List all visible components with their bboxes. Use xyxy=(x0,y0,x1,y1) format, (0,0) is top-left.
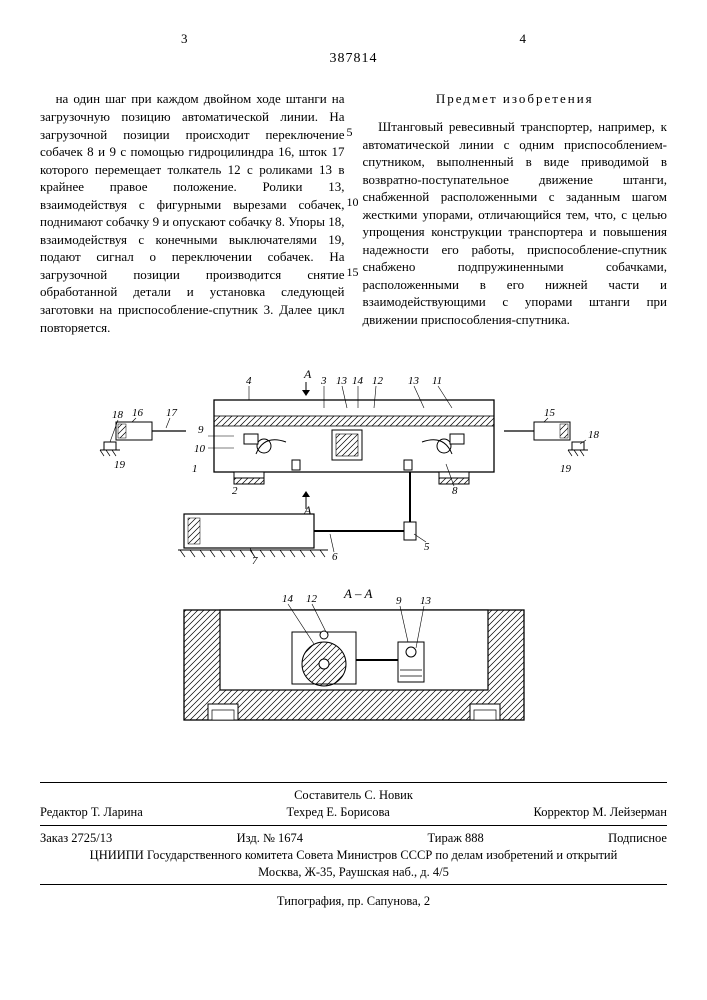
right-column: Предмет изобретения 5 10 15 Штанговый ре… xyxy=(363,90,668,336)
claim-text: Штанговый ревесивный транспортер, наприм… xyxy=(363,118,668,329)
compiler: Составитель С. Новик xyxy=(294,787,413,804)
document-id: 387814 xyxy=(40,50,667,69)
svg-text:10: 10 xyxy=(194,443,206,455)
figure-2: A – A 14 12 9 13 xyxy=(154,582,554,752)
printer-line: Типография, пр. Сапунова, 2 xyxy=(40,893,667,910)
svg-text:18: 18 xyxy=(588,429,600,441)
svg-text:7: 7 xyxy=(252,555,258,564)
text-columns: на один шаг при каждом двойном ходе штан… xyxy=(40,90,667,336)
svg-text:17: 17 xyxy=(166,407,178,419)
svg-text:8: 8 xyxy=(452,485,458,497)
pub-order: Заказ 2725/13 xyxy=(40,830,112,847)
svg-text:9: 9 xyxy=(198,424,204,436)
svg-text:4: 4 xyxy=(246,375,252,387)
publication-block: Заказ 2725/13 Изд. № 1674 Тираж 888 Подп… xyxy=(40,826,667,886)
svg-text:13: 13 xyxy=(420,595,432,607)
left-column: на один шаг при каждом двойном ходе штан… xyxy=(40,90,345,336)
tech-editor: Техред Е. Борисова xyxy=(287,804,390,821)
svg-text:19: 19 xyxy=(114,459,126,471)
pub-sub: Подписное xyxy=(608,830,667,847)
svg-text:11: 11 xyxy=(432,375,442,387)
claim-title: Предмет изобретения xyxy=(363,90,668,108)
pub-org: ЦНИИПИ Государственного комитета Совета … xyxy=(40,847,667,864)
svg-text:16: 16 xyxy=(132,407,144,419)
svg-text:9: 9 xyxy=(396,595,402,607)
figures-block: A A xyxy=(40,364,667,752)
svg-text:1: 1 xyxy=(192,463,198,475)
page-number-left: 3 xyxy=(40,30,328,48)
pub-tirazh: Тираж 888 xyxy=(427,830,483,847)
page-number-row: 3 4 xyxy=(40,30,667,48)
pub-izd: Изд. № 1674 xyxy=(237,830,303,847)
svg-text:14: 14 xyxy=(282,593,294,605)
section-label: A – A xyxy=(343,586,372,601)
svg-text:13: 13 xyxy=(336,375,348,387)
svg-text:5: 5 xyxy=(424,541,430,553)
figure-1: A A xyxy=(74,364,634,564)
description-paragraph: на один шаг при каждом двойном ходе штан… xyxy=(40,90,345,336)
margin-line-15: 15 xyxy=(347,264,359,280)
svg-text:15: 15 xyxy=(544,407,556,419)
credits-block: Составитель С. Новик Редактор Т. Ларина … xyxy=(40,782,667,826)
corrector: Корректор М. Лейзерман xyxy=(534,804,667,821)
svg-text:14: 14 xyxy=(352,375,364,387)
svg-text:19: 19 xyxy=(560,463,572,475)
margin-line-10: 10 xyxy=(347,194,359,210)
pub-address: Москва, Ж-35, Раушская наб., д. 4/5 xyxy=(40,864,667,881)
margin-line-5: 5 xyxy=(347,124,353,140)
svg-text:2: 2 xyxy=(232,485,238,497)
svg-text:18: 18 xyxy=(112,409,124,421)
svg-text:12: 12 xyxy=(372,375,384,387)
page-number-right: 4 xyxy=(379,30,667,48)
svg-text:3: 3 xyxy=(320,375,327,387)
svg-text:A: A xyxy=(303,367,312,381)
svg-text:12: 12 xyxy=(306,593,318,605)
editor: Редактор Т. Ларина xyxy=(40,804,143,821)
svg-text:13: 13 xyxy=(408,375,420,387)
svg-text:6: 6 xyxy=(332,551,338,563)
